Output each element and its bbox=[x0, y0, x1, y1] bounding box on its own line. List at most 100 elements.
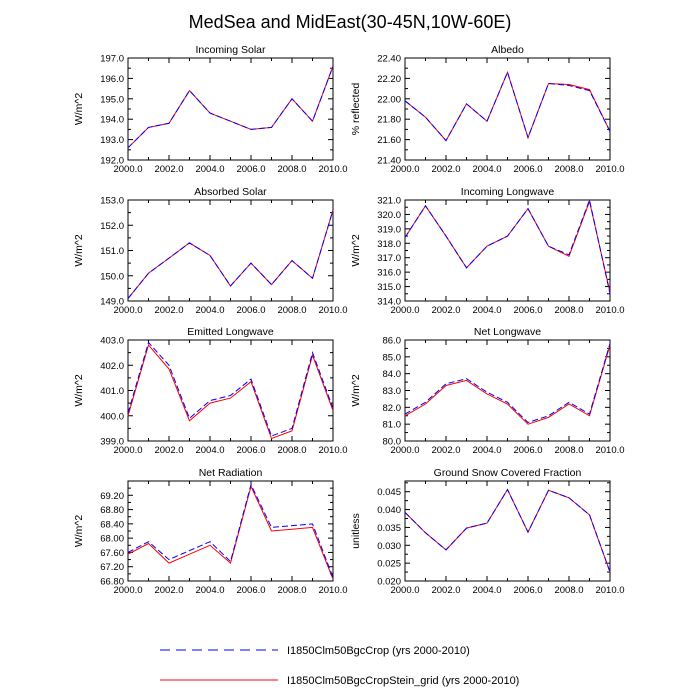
x-tick-label: 2006.0 bbox=[236, 445, 265, 456]
plot-frame bbox=[404, 339, 611, 442]
x-tick-label: 2010.0 bbox=[595, 445, 624, 456]
y-tick-label: 22.40 bbox=[377, 54, 401, 65]
x-tick-label: 2004.0 bbox=[472, 445, 501, 456]
y-tick-label: 315.0 bbox=[377, 282, 401, 293]
y-tick-label: 403.0 bbox=[100, 336, 124, 347]
y-tick-label: 83.0 bbox=[383, 386, 402, 397]
panel-net-radiation: Net Radiation W/m^2 2000.0 2002.0 2004.0 2006… bbox=[73, 467, 348, 596]
x-tick-label: 2006.0 bbox=[513, 305, 542, 316]
x-tick-label: 2008.0 bbox=[554, 585, 583, 596]
y-axis-label: unitless bbox=[350, 513, 362, 549]
x-tick-label: 2004.0 bbox=[195, 305, 224, 316]
x-tick-label: 2002.0 bbox=[154, 305, 183, 316]
y-tick-label: 67.60 bbox=[100, 548, 124, 559]
y-tick-label: 151.0 bbox=[100, 246, 124, 257]
x-tick-label: 2010.0 bbox=[318, 445, 347, 456]
y-tick-label: 400.0 bbox=[100, 411, 124, 422]
plot-frame bbox=[127, 480, 334, 582]
series-line-1 bbox=[404, 70, 611, 142]
x-tick-label: 2002.0 bbox=[431, 445, 460, 456]
y-tick-label: 69.20 bbox=[100, 491, 124, 502]
series-line-2 bbox=[404, 344, 611, 425]
series-line-2 bbox=[404, 488, 611, 573]
series-line-1 bbox=[127, 66, 334, 149]
y-tick-label: 84.0 bbox=[383, 369, 402, 380]
panel-title: Incoming Longwave bbox=[461, 186, 555, 198]
y-tick-label: 85.0 bbox=[383, 352, 402, 363]
y-tick-label: 196.0 bbox=[100, 74, 124, 85]
x-tick-label: 2006.0 bbox=[513, 585, 542, 596]
panel-incoming-longwave: Incoming Longwave W/m^2 2000.0 2002.0 2004.0… bbox=[350, 186, 625, 316]
panel-title: Ground Snow Covered Fraction bbox=[434, 467, 582, 479]
y-tick-label: 149.0 bbox=[100, 297, 124, 308]
x-tick-label: 2006.0 bbox=[236, 585, 265, 596]
plot-frame bbox=[127, 339, 334, 442]
x-tick-label: 2004.0 bbox=[472, 305, 501, 316]
y-tick-label: 320.0 bbox=[377, 210, 401, 221]
y-tick-label: 316.0 bbox=[377, 268, 401, 279]
y-axis-label: W/m^2 bbox=[73, 234, 85, 267]
x-tick-label: 2000.0 bbox=[113, 585, 142, 596]
panel-title: Net Radiation bbox=[199, 467, 263, 479]
series-line-1 bbox=[404, 343, 611, 424]
x-tick-label: 2008.0 bbox=[277, 305, 306, 316]
panel-title: Absorbed Solar bbox=[194, 186, 267, 198]
y-axis-label: W/m^2 bbox=[73, 515, 85, 548]
x-tick-label: 2010.0 bbox=[595, 164, 624, 175]
y-tick-label: 194.0 bbox=[100, 115, 124, 126]
y-tick-label: 195.0 bbox=[100, 94, 124, 105]
y-tick-label: 402.0 bbox=[100, 361, 124, 372]
y-tick-label: 0.030 bbox=[377, 541, 401, 552]
y-axis-label: W/m^2 bbox=[73, 93, 85, 126]
panel-albedo: Albedo % reflected 2000.0 2002.0 2004.0 2006.… bbox=[350, 44, 625, 175]
x-tick-label: 2008.0 bbox=[277, 164, 306, 175]
x-tick-label: 2008.0 bbox=[554, 445, 583, 456]
series-line-1 bbox=[404, 198, 611, 294]
y-tick-label: 319.0 bbox=[377, 224, 401, 235]
panel-title: Net Longwave bbox=[474, 326, 541, 338]
y-tick-label: 82.0 bbox=[383, 403, 402, 414]
panel-title: Emitted Longwave bbox=[187, 326, 274, 338]
y-tick-label: 0.040 bbox=[377, 505, 401, 516]
y-tick-label: 317.0 bbox=[377, 253, 401, 264]
y-tick-label: 68.00 bbox=[100, 534, 124, 545]
y-tick-label: 66.80 bbox=[100, 577, 124, 588]
y-tick-label: 22.00 bbox=[377, 94, 401, 105]
y-tick-label: 0.020 bbox=[377, 577, 401, 588]
x-tick-label: 2000.0 bbox=[390, 585, 419, 596]
x-tick-label: 2000.0 bbox=[390, 305, 419, 316]
y-tick-label: 401.0 bbox=[100, 386, 124, 397]
x-tick-label: 2000.0 bbox=[113, 164, 142, 175]
legend-label-series-1: I1850Clm50BgcCrop (yrs 2000-2010) bbox=[287, 645, 470, 657]
x-tick-label: 2000.0 bbox=[390, 445, 419, 456]
x-tick-label: 2002.0 bbox=[154, 445, 183, 456]
x-tick-label: 2002.0 bbox=[431, 585, 460, 596]
y-tick-label: 318.0 bbox=[377, 239, 401, 250]
x-tick-label: 2008.0 bbox=[554, 164, 583, 175]
chart-panels: Incoming Solar W/m^2 2000.0 2002.0 2004.0 200… bbox=[73, 44, 625, 596]
series-line-2 bbox=[127, 343, 334, 440]
y-tick-label: 152.0 bbox=[100, 221, 124, 232]
x-tick-label: 2006.0 bbox=[513, 445, 542, 456]
x-tick-label: 2010.0 bbox=[318, 305, 347, 316]
plot-frame bbox=[127, 57, 334, 161]
figure-title: MedSea and MidEast(30-45N,10W-60E) bbox=[189, 12, 512, 32]
y-axis-label: W/m^2 bbox=[350, 234, 362, 267]
x-tick-label: 2004.0 bbox=[195, 445, 224, 456]
x-tick-label: 2002.0 bbox=[431, 164, 460, 175]
x-tick-label: 2002.0 bbox=[431, 305, 460, 316]
x-tick-label: 2006.0 bbox=[513, 164, 542, 175]
y-tick-label: 86.0 bbox=[383, 336, 402, 347]
y-tick-label: 67.20 bbox=[100, 562, 124, 573]
x-tick-label: 2004.0 bbox=[195, 585, 224, 596]
y-tick-label: 321.0 bbox=[377, 196, 401, 207]
panel-net-longwave: Net Longwave W/m^2 2000.0 2002.0 2004.0 2006.… bbox=[350, 326, 625, 456]
y-tick-label: 21.80 bbox=[377, 115, 401, 126]
x-tick-label: 2010.0 bbox=[595, 305, 624, 316]
y-tick-label: 68.40 bbox=[100, 519, 124, 530]
series-line-2 bbox=[127, 484, 334, 580]
series-line-2 bbox=[404, 70, 611, 142]
x-tick-label: 2010.0 bbox=[595, 585, 624, 596]
x-tick-label: 2000.0 bbox=[113, 305, 142, 316]
